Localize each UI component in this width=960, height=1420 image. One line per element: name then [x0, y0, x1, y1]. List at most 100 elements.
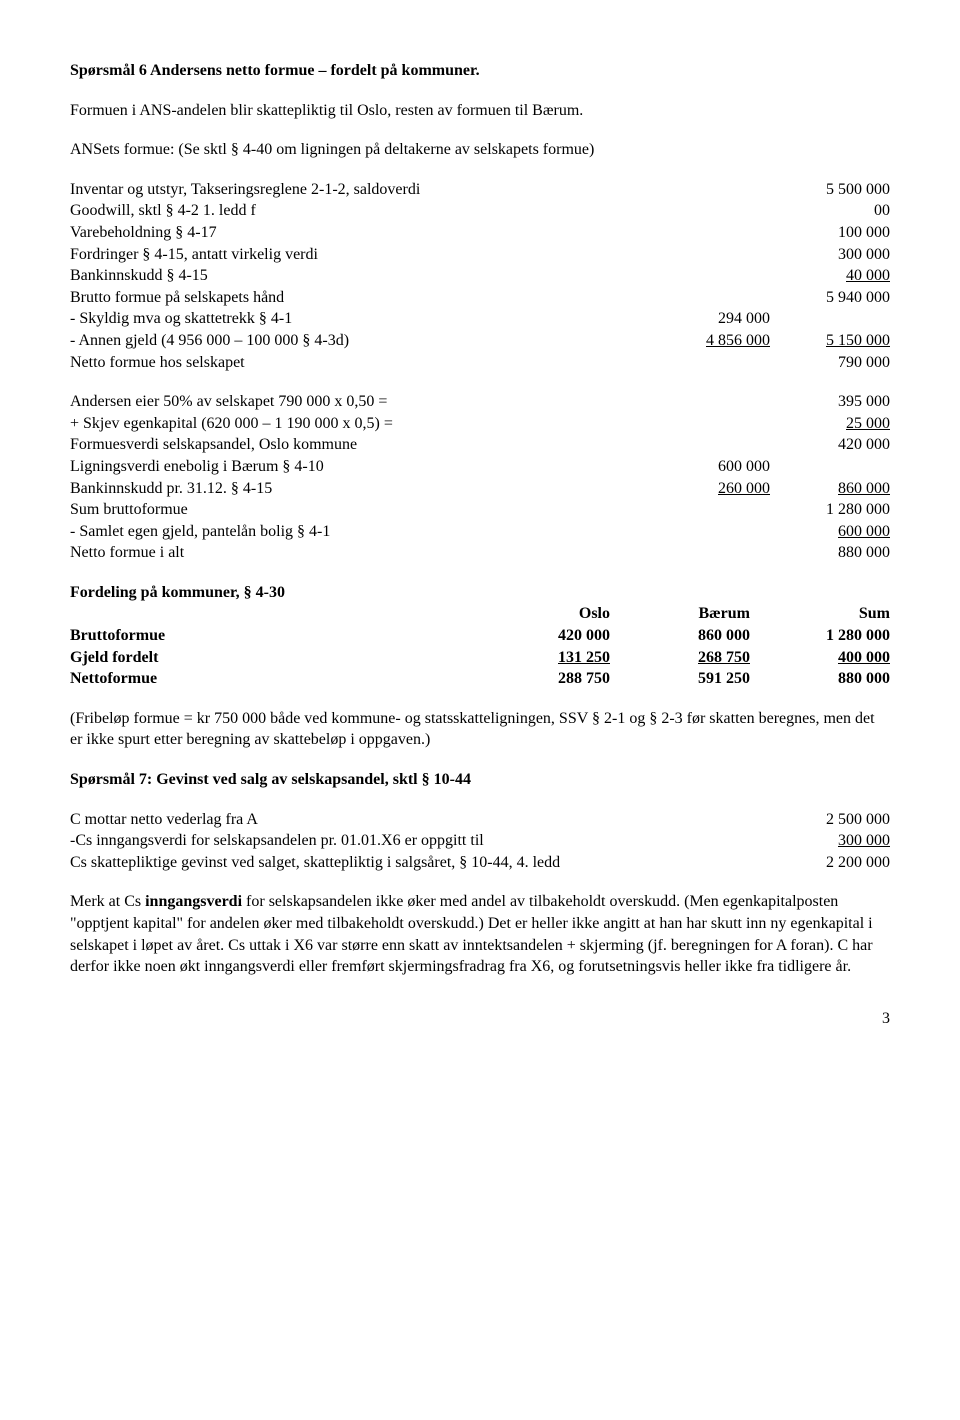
table-header-row: Oslo Bærum Sum: [70, 603, 890, 625]
table-cell: Gjeld fordelt: [70, 647, 470, 669]
heading-1: Spørsmål 6 Andersens netto formue – ford…: [70, 60, 890, 82]
calc-value-1: [650, 434, 770, 456]
calc-value-1: [650, 179, 770, 201]
calc-row: Inventar og utstyr, Takseringsreglene 2-…: [70, 179, 890, 201]
calc-value-1: 4 856 000: [650, 330, 770, 352]
calc-value-1: 260 000: [650, 478, 770, 500]
calc-value: 2 500 000: [770, 809, 890, 831]
paragraph-3: (Fribeløp formue = kr 750 000 både ved k…: [70, 708, 890, 751]
calc-value-2: 100 000: [770, 222, 890, 244]
table-row: Gjeld fordelt131 250268 750400 000: [70, 647, 890, 669]
calc-label: - Skyldig mva og skattetrekk § 4-1: [70, 308, 650, 330]
calc-label: Cs skattepliktige gevinst ved salget, sk…: [70, 852, 770, 874]
calc-value-1: [650, 391, 770, 413]
calc-row: C mottar netto vederlag fra A2 500 000: [70, 809, 890, 831]
calc-row: Cs skattepliktige gevinst ved salget, sk…: [70, 852, 890, 874]
calc-value-2: 5 500 000: [770, 179, 890, 201]
table-cell: 420 000: [470, 625, 610, 647]
table-header-cell: [70, 603, 470, 625]
calc-block-1: Inventar og utstyr, Takseringsreglene 2-…: [70, 179, 890, 373]
distribution-table: Oslo Bærum Sum Bruttoformue420 000860 00…: [70, 603, 890, 689]
calc-row: Formuesverdi selskapsandel, Oslo kommune…: [70, 434, 890, 456]
calc-label: Sum bruttoformue: [70, 499, 650, 521]
calc-label: Andersen eier 50% av selskapet 790 000 x…: [70, 391, 650, 413]
heading-3: Spørsmål 7: Gevinst ved salg av selskaps…: [70, 769, 890, 791]
calc-row: Sum bruttoformue1 280 000: [70, 499, 890, 521]
calc-label: Netto formue hos selskapet: [70, 352, 650, 374]
calc-row: -Cs inngangsverdi for selskapsandelen pr…: [70, 830, 890, 852]
page-number: 3: [70, 1008, 890, 1030]
calc-value-1: [650, 200, 770, 222]
calc-value-1: [650, 244, 770, 266]
calc-value-2: 25 000: [770, 413, 890, 435]
calc-value-2: 395 000: [770, 391, 890, 413]
calc-label: - Samlet egen gjeld, pantelån bolig § 4-…: [70, 521, 650, 543]
calc-row: - Skyldig mva og skattetrekk § 4-1294 00…: [70, 308, 890, 330]
calc-row: Fordringer § 4-15, antatt virkelig verdi…: [70, 244, 890, 266]
calc-label: Bankinnskudd § 4-15: [70, 265, 650, 287]
calc-value-1: [650, 352, 770, 374]
table-cell: 288 750: [470, 668, 610, 690]
calc-value: 300 000: [770, 830, 890, 852]
calc-value-1: [650, 413, 770, 435]
table-cell: Bruttoformue: [70, 625, 470, 647]
calc-value-2: 420 000: [770, 434, 890, 456]
paragraph-4: Merk at Cs inngangsverdi for selskapsand…: [70, 891, 890, 977]
table-cell: 860 000: [610, 625, 750, 647]
calc-label: Fordringer § 4-15, antatt virkelig verdi: [70, 244, 650, 266]
calc-row: Varebeholdning § 4-17100 000: [70, 222, 890, 244]
calc-label: -Cs inngangsverdi for selskapsandelen pr…: [70, 830, 770, 852]
calc-value-1: [650, 542, 770, 564]
calc-value-1: [650, 521, 770, 543]
paragraph-1: Formuen i ANS-andelen blir skattepliktig…: [70, 100, 890, 122]
calc-label: - Annen gjeld (4 956 000 – 100 000 § 4-3…: [70, 330, 650, 352]
calc-row: Andersen eier 50% av selskapet 790 000 x…: [70, 391, 890, 413]
paragraph-2: ANSets formue: (Se sktl § 4-40 om lignin…: [70, 139, 890, 161]
calc-label: Ligningsverdi enebolig i Bærum § 4-10: [70, 456, 650, 478]
calc-value-2: 40 000: [770, 265, 890, 287]
calc-label: Netto formue i alt: [70, 542, 650, 564]
calc-row: Bankinnskudd pr. 31.12. § 4-15260 000860…: [70, 478, 890, 500]
text: Merk at Cs: [70, 893, 145, 910]
calc-value-2: 860 000: [770, 478, 890, 500]
calc-row: Netto formue i alt 880 000: [70, 542, 890, 564]
calc-row: Netto formue hos selskapet 790 000: [70, 352, 890, 374]
calc-label: Inventar og utstyr, Takseringsreglene 2-…: [70, 179, 650, 201]
calc-value-2: 790 000: [770, 352, 890, 374]
calc-value-2: 880 000: [770, 542, 890, 564]
table-cell: 1 280 000: [750, 625, 890, 647]
table-row: Bruttoformue420 000860 0001 280 000: [70, 625, 890, 647]
text-bold: inngangsverdi: [145, 893, 242, 910]
table-cell: 591 250: [610, 668, 750, 690]
calc-label: + Skjev egenkapital (620 000 – 1 190 000…: [70, 413, 650, 435]
calc-value-2: 5 940 000: [770, 287, 890, 309]
table-cell: 268 750: [610, 647, 750, 669]
table-cell: Nettoformue: [70, 668, 470, 690]
calc-row: - Samlet egen gjeld, pantelån bolig § 4-…: [70, 521, 890, 543]
calc-value-2: 00: [770, 200, 890, 222]
calc-value-2: [770, 456, 890, 478]
calc-block-3: C mottar netto vederlag fra A2 500 000-C…: [70, 809, 890, 874]
calc-value-2: 600 000: [770, 521, 890, 543]
calc-value-2: [770, 308, 890, 330]
calc-value-1: 600 000: [650, 456, 770, 478]
calc-row: + Skjev egenkapital (620 000 – 1 190 000…: [70, 413, 890, 435]
calc-label: Goodwill, sktl § 4-2 1. ledd f: [70, 200, 650, 222]
table-header-cell: Oslo: [470, 603, 610, 625]
calc-value-2: 5 150 000: [770, 330, 890, 352]
heading-2: Fordeling på kommuner, § 4-30: [70, 582, 890, 604]
calc-value-1: [650, 287, 770, 309]
calc-value-1: 294 000: [650, 308, 770, 330]
calc-value: 2 200 000: [770, 852, 890, 874]
calc-block-2: Andersen eier 50% av selskapet 790 000 x…: [70, 391, 890, 564]
calc-label: Bankinnskudd pr. 31.12. § 4-15: [70, 478, 650, 500]
calc-row: Bankinnskudd § 4-15 40 000: [70, 265, 890, 287]
table-cell: 880 000: [750, 668, 890, 690]
calc-row: Brutto formue på selskapets hånd5 940 00…: [70, 287, 890, 309]
calc-value-2: 300 000: [770, 244, 890, 266]
calc-label: C mottar netto vederlag fra A: [70, 809, 770, 831]
table-cell: 400 000: [750, 647, 890, 669]
table-header-cell: Sum: [750, 603, 890, 625]
calc-row: Ligningsverdi enebolig i Bærum § 4-10600…: [70, 456, 890, 478]
table-header-cell: Bærum: [610, 603, 750, 625]
